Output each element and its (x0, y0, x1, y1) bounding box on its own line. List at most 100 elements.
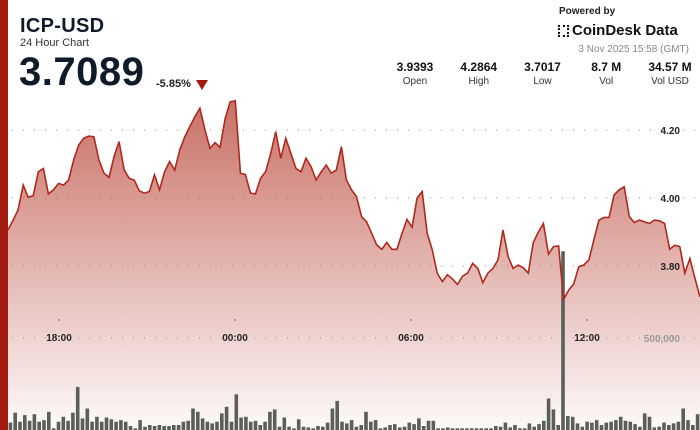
volume-bar (518, 428, 522, 430)
volume-bar (268, 411, 272, 430)
volume-bar (537, 424, 541, 430)
volume-bar (114, 421, 118, 430)
volume-bar (431, 420, 436, 430)
volume-bar (244, 416, 248, 430)
volume-bar (210, 423, 214, 430)
volume-bar (354, 426, 359, 430)
y-tick-label: 3.80 (661, 262, 681, 273)
volume-bar (508, 427, 512, 430)
volume-bar (590, 422, 594, 430)
volume-bar (566, 416, 570, 430)
volume-bar (119, 420, 123, 430)
volume-bar (296, 419, 301, 430)
volume-bar (239, 417, 243, 430)
volume-bar (618, 416, 623, 430)
triangle-down-icon (196, 80, 208, 90)
volume-bar (215, 421, 219, 430)
volume-bar (234, 394, 239, 430)
volume-bar (162, 426, 166, 430)
volume-bar (441, 428, 445, 430)
volume-bar (229, 421, 234, 430)
volume-bar (681, 408, 685, 430)
volume-bar (445, 427, 450, 430)
volume-bar (330, 408, 335, 430)
volume-bar (224, 406, 229, 430)
volume-bar (527, 423, 532, 430)
volume-bar (455, 428, 460, 430)
volume-bar (686, 420, 690, 430)
stat-label: High (468, 76, 490, 87)
volume-bar (546, 398, 551, 430)
volume-bar (623, 420, 628, 430)
volume-bar (191, 408, 195, 430)
volume-bar (316, 426, 320, 430)
volume-bar (494, 426, 498, 430)
volume-bar (143, 426, 147, 430)
volume-bar (522, 428, 527, 430)
volume-bar (306, 427, 311, 430)
volume-bar (138, 420, 142, 430)
volume-bar (580, 426, 585, 430)
volume-bar (287, 426, 291, 430)
volume-bar (152, 426, 157, 430)
volume-bar (37, 421, 41, 430)
volume-bar (695, 414, 700, 430)
volume-bar (123, 421, 128, 430)
volume-bar (13, 412, 17, 430)
volume-bar (253, 420, 258, 430)
current-price: 3.7089 (19, 50, 145, 94)
volume-bar (369, 421, 373, 430)
volume-bar (426, 420, 431, 430)
volume-bar (614, 420, 618, 430)
volume-bar (671, 423, 676, 430)
volume-bar (421, 426, 426, 430)
volume-bar (585, 421, 589, 430)
volume-bar (27, 420, 32, 430)
volume-bar (551, 409, 556, 430)
volume-bar (402, 426, 407, 430)
volume-bar (667, 425, 671, 430)
stat-vol-usd: 34.57 M Vol USD (645, 60, 695, 87)
volume-bar (657, 426, 661, 430)
stat-value: 4.2864 (460, 60, 498, 74)
x-tick-label: 06:00 (398, 333, 424, 344)
volume-bar (594, 420, 599, 430)
volume-bar (484, 428, 488, 430)
volume-bar (436, 428, 440, 430)
volume-bar (167, 426, 171, 430)
volume-bar (364, 411, 368, 430)
volume-bar (642, 413, 647, 430)
brand-name: CoinDesk Data (572, 22, 678, 39)
stat-label: Vol (599, 76, 614, 87)
volume-bar (90, 421, 94, 430)
volume-bar (200, 418, 205, 430)
y-tick-label: 4.00 (661, 194, 681, 205)
symbol-title: ICP-USD (20, 15, 105, 37)
coindesk-logo: CoinDesk Data (558, 22, 678, 39)
volume-bar (676, 421, 681, 430)
stat-low: 3.7017 Low (518, 60, 568, 87)
stat-high: 4.2864 High (454, 60, 504, 87)
volume-bar (691, 425, 695, 430)
volume-bar (489, 428, 493, 430)
volume-bar (301, 426, 306, 430)
volume-bar (18, 421, 22, 430)
stat-label: Open (402, 76, 428, 87)
volume-bar (51, 428, 56, 430)
stat-value: 8.7 M (591, 60, 622, 74)
volume-bar (104, 417, 109, 430)
y-tick-label: 4.20 (661, 126, 681, 137)
powered-by-label: Powered by (559, 6, 616, 17)
timestamp: 3 Nov 2025 15:58 (GMT) (578, 44, 689, 55)
volume-bar (647, 416, 652, 430)
volume-bar (172, 425, 176, 430)
volume-bar (450, 428, 455, 430)
volume-bar (417, 418, 421, 430)
volume-bar (532, 426, 536, 430)
volume-bar (71, 412, 75, 430)
volume-bar (325, 422, 330, 430)
volume-bar (205, 421, 210, 430)
stats-row: 3.9393 Open 4.2864 High 3.7017 Low 8.7 M Vol… (390, 60, 695, 87)
volume-bar (148, 425, 152, 430)
volume-bar (47, 411, 51, 430)
